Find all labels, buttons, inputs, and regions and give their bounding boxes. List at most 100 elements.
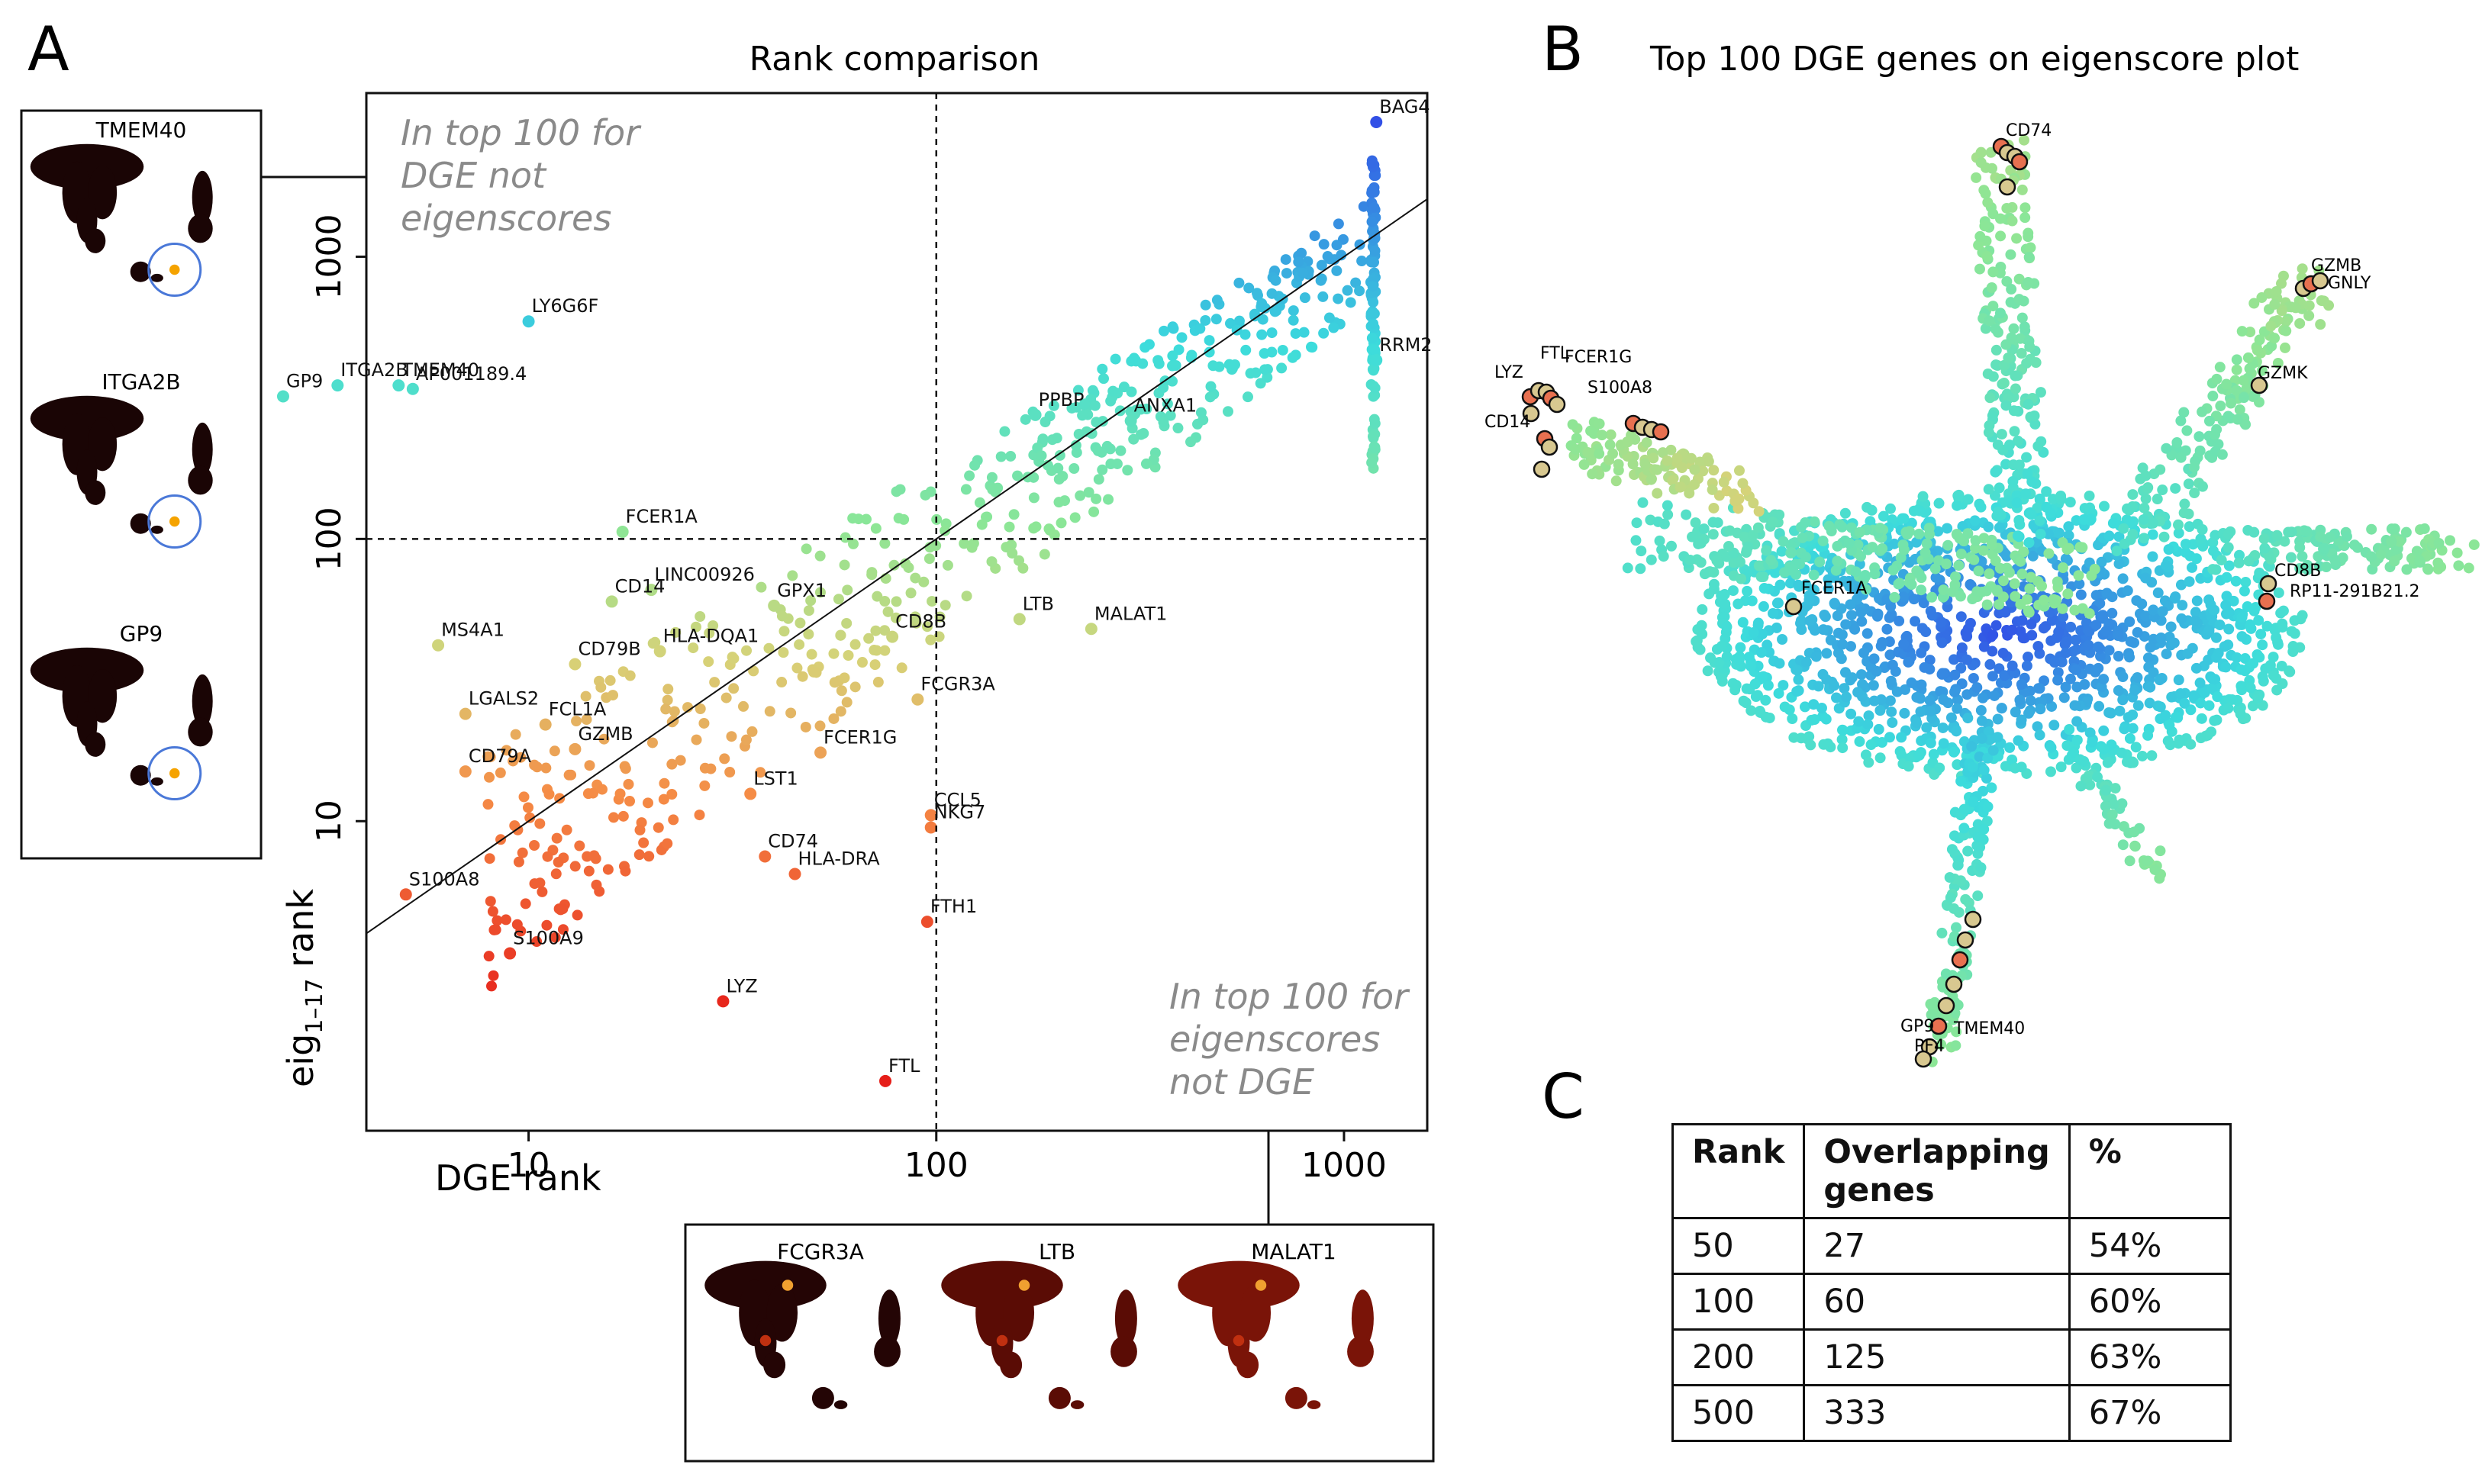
cell-point	[2000, 459, 2012, 470]
data-point	[624, 795, 636, 806]
cell-point	[1938, 584, 1949, 596]
data-point	[1028, 492, 1040, 504]
data-point	[495, 767, 506, 778]
cell-point	[2052, 576, 2063, 587]
data-point	[1071, 401, 1082, 413]
cell-point	[2181, 425, 2193, 436]
cell-point	[2063, 530, 2074, 541]
cell-point	[2138, 514, 2149, 526]
cell-point	[1816, 702, 1827, 713]
cell-point	[2468, 539, 2480, 550]
cell-point	[1924, 695, 1936, 707]
cell-point	[2214, 362, 2226, 373]
cell-point	[2041, 501, 2052, 513]
cell-point	[2034, 493, 2045, 504]
cell-point	[1976, 715, 1987, 726]
label-ppbp: PPBP	[1039, 389, 1085, 410]
cell-point	[1958, 822, 1970, 834]
umap-cluster	[1178, 1260, 1300, 1310]
cell-point	[1807, 584, 1819, 595]
annotation-top-left: DGE not	[401, 155, 547, 196]
cell-point	[1984, 658, 1996, 670]
cell-point	[1863, 757, 1874, 768]
cell-point	[1936, 927, 1948, 938]
cell-point	[2010, 707, 2021, 718]
data-point	[870, 523, 882, 534]
cell-point	[1821, 648, 1832, 659]
cell-point	[1804, 615, 1816, 626]
cell-point	[2289, 615, 2300, 626]
cell-point	[2170, 483, 2181, 494]
umap-highlight	[996, 1334, 1008, 1347]
plot-frame	[365, 92, 1429, 1132]
cell-point	[1695, 557, 1707, 568]
cell-point	[1935, 686, 1946, 697]
cell-point	[1987, 371, 1999, 382]
cell-point	[2145, 642, 2156, 653]
cell-point	[1938, 738, 1949, 749]
data-point	[1077, 410, 1088, 421]
cell-point	[1587, 468, 1598, 480]
cell-point	[1878, 510, 1889, 522]
cell-point	[2239, 585, 2250, 597]
label-itga2b: ITGA2B	[340, 359, 408, 381]
umap-highlight	[782, 1280, 794, 1291]
label-rrm2: RRM2	[1379, 334, 1432, 356]
label-nkg7: NKG7	[934, 801, 986, 822]
cell-point	[1925, 706, 1936, 717]
data-point	[1257, 314, 1268, 325]
inset-left-label: ITGA2B	[102, 369, 180, 394]
cell-point	[2158, 531, 2170, 542]
cell-point	[1877, 636, 1888, 648]
data-point	[1072, 385, 1084, 396]
cell-point	[1803, 594, 1815, 605]
data-point	[1037, 433, 1049, 445]
cell-point	[2174, 687, 2186, 699]
data-point	[1356, 256, 1368, 267]
data-point	[709, 677, 720, 688]
data-point	[1368, 297, 1379, 308]
cell-point	[1698, 523, 1710, 535]
cell-point	[1936, 616, 1947, 628]
data-point	[1093, 474, 1104, 485]
data-point	[1205, 381, 1217, 392]
cell-point	[2197, 524, 2208, 536]
cell-rank: 100	[1671, 1273, 1806, 1331]
data-point	[531, 936, 543, 948]
cell-point	[1887, 659, 1898, 671]
data-point	[1138, 428, 1149, 439]
data-point	[522, 802, 533, 813]
data-point	[1020, 414, 1031, 425]
cell-point	[2110, 819, 2121, 830]
data-point	[540, 762, 552, 774]
cell-point	[1779, 567, 1791, 578]
cell-point	[1730, 495, 1742, 507]
data-point	[1128, 433, 1139, 445]
cell-point	[2096, 556, 2107, 568]
data-point	[614, 788, 626, 800]
data-point	[1158, 417, 1169, 428]
panel-b-label: FCER1G	[1565, 348, 1632, 367]
data-point	[842, 584, 853, 596]
data-point	[1287, 352, 1298, 363]
cell-point	[1809, 516, 1820, 527]
cell-point	[1886, 609, 1897, 620]
label-cd14: CD14	[615, 575, 666, 597]
cell-point	[1837, 725, 1849, 736]
cell-point	[2266, 340, 2277, 352]
cell-point	[1914, 693, 1926, 704]
cell-point	[2271, 632, 2282, 643]
cell-point	[2226, 398, 2237, 409]
umap-cluster	[85, 228, 106, 253]
cell-point	[2023, 707, 2035, 719]
data-point	[791, 662, 803, 674]
cell-point	[1946, 844, 1958, 855]
cell-point	[2168, 637, 2180, 649]
cell-point	[1746, 595, 1758, 607]
data-point	[1088, 506, 1100, 517]
data-point	[828, 648, 840, 659]
cell-point	[1582, 447, 1594, 459]
cell-point	[2277, 622, 2288, 633]
data-point	[755, 767, 766, 778]
data-point	[726, 731, 737, 742]
